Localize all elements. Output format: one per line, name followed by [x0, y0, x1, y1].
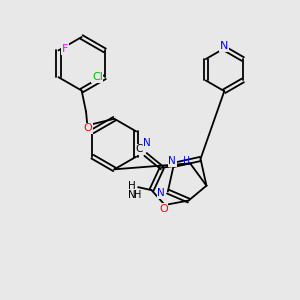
Text: N: N	[143, 138, 151, 148]
Text: H: H	[128, 181, 136, 191]
Text: O: O	[83, 123, 92, 133]
Text: Cl: Cl	[92, 72, 103, 82]
Text: N: N	[128, 190, 136, 200]
Text: O: O	[159, 204, 168, 214]
Text: N: N	[168, 156, 176, 166]
Text: N: N	[158, 188, 165, 198]
Text: C: C	[135, 144, 143, 154]
Text: H: H	[134, 190, 142, 200]
Text: -H: -H	[180, 156, 190, 165]
Text: N: N	[220, 41, 229, 51]
Text: F: F	[62, 44, 68, 54]
